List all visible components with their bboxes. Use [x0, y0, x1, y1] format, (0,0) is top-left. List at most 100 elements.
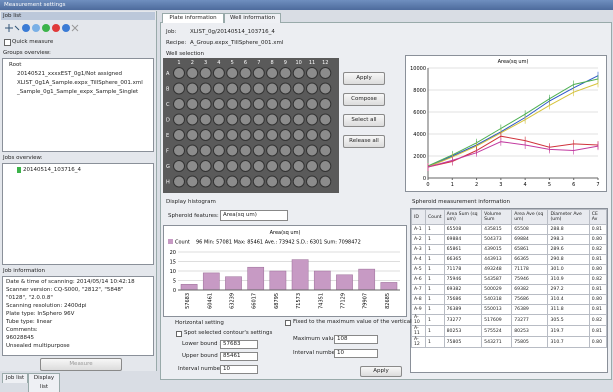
well[interactable] [320, 130, 331, 141]
tree-item[interactable]: XLIST_0g1A_Sample.expx_TillSphere_001.xm… [17, 80, 143, 86]
well[interactable] [240, 114, 251, 125]
well[interactable] [267, 130, 278, 141]
well[interactable] [227, 161, 238, 172]
well[interactable] [187, 161, 198, 172]
well[interactable] [213, 114, 224, 125]
well[interactable] [200, 176, 211, 187]
well[interactable] [307, 83, 318, 94]
well[interactable] [174, 99, 185, 110]
well[interactable] [240, 130, 251, 141]
tree-item[interactable]: _Sample_0g1_Sample_expx_Sample_Singlet [17, 89, 138, 95]
well[interactable] [200, 114, 211, 125]
plate-button[interactable]: Select all [343, 114, 385, 127]
checkbox[interactable] [176, 331, 182, 337]
well[interactable] [293, 83, 304, 94]
well[interactable] [227, 83, 238, 94]
well[interactable] [320, 99, 331, 110]
well[interactable] [267, 176, 278, 187]
well[interactable] [253, 145, 264, 156]
well[interactable] [293, 114, 304, 125]
well[interactable] [280, 130, 291, 141]
well[interactable] [293, 130, 304, 141]
well[interactable] [253, 114, 264, 125]
well[interactable] [174, 83, 185, 94]
well[interactable] [280, 99, 291, 110]
measure-button[interactable]: Measure [40, 358, 122, 371]
well[interactable] [267, 161, 278, 172]
well[interactable] [200, 161, 211, 172]
well[interactable] [280, 68, 291, 79]
well[interactable] [253, 99, 264, 110]
checkbox[interactable] [4, 39, 11, 46]
well[interactable] [227, 68, 238, 79]
well[interactable] [293, 68, 304, 79]
well[interactable] [200, 130, 211, 141]
well[interactable] [200, 83, 211, 94]
well[interactable] [320, 176, 331, 187]
well[interactable] [187, 99, 198, 110]
well[interactable] [280, 83, 291, 94]
well[interactable] [240, 83, 251, 94]
well[interactable] [174, 176, 185, 187]
well[interactable] [213, 99, 224, 110]
well[interactable] [213, 145, 224, 156]
well[interactable] [253, 68, 264, 79]
well[interactable] [187, 114, 198, 125]
well[interactable] [280, 145, 291, 156]
well[interactable] [307, 145, 318, 156]
well[interactable] [187, 130, 198, 141]
well[interactable] [267, 145, 278, 156]
well[interactable] [213, 83, 224, 94]
well[interactable] [280, 161, 291, 172]
well[interactable] [307, 114, 318, 125]
well[interactable] [240, 68, 251, 79]
well[interactable] [267, 99, 278, 110]
well[interactable] [174, 114, 185, 125]
well[interactable] [267, 68, 278, 79]
plate-button[interactable]: Apply [343, 72, 385, 85]
well[interactable] [174, 145, 185, 156]
well[interactable] [227, 130, 238, 141]
well[interactable] [227, 114, 238, 125]
well[interactable] [293, 161, 304, 172]
well[interactable] [187, 176, 198, 187]
table-row[interactable]: A-517117849324871178301.00.80 [412, 265, 607, 275]
tree-item[interactable]: 20140514_103716_4 [17, 167, 81, 173]
well[interactable] [307, 99, 318, 110]
checkbox[interactable] [285, 320, 291, 326]
well[interactable] [187, 83, 198, 94]
well[interactable] [253, 130, 264, 141]
well[interactable] [320, 161, 331, 172]
well[interactable] [213, 176, 224, 187]
input-field[interactable]: 10 [220, 365, 258, 374]
toolbar[interactable] [2, 22, 102, 34]
well[interactable] [280, 114, 291, 125]
well[interactable] [320, 83, 331, 94]
well[interactable] [293, 176, 304, 187]
well[interactable] [240, 99, 251, 110]
tab[interactable]: Plate information [162, 13, 224, 23]
well[interactable] [253, 161, 264, 172]
tab[interactable]: Well information [224, 13, 281, 23]
well[interactable] [200, 99, 211, 110]
well[interactable] [307, 176, 318, 187]
well[interactable] [280, 176, 291, 187]
well[interactable] [267, 83, 278, 94]
well[interactable] [174, 68, 185, 79]
well[interactable] [253, 176, 264, 187]
input-field[interactable]: 57683 [220, 340, 258, 349]
well[interactable] [174, 161, 185, 172]
well[interactable] [320, 114, 331, 125]
well[interactable] [320, 145, 331, 156]
well[interactable] [213, 161, 224, 172]
